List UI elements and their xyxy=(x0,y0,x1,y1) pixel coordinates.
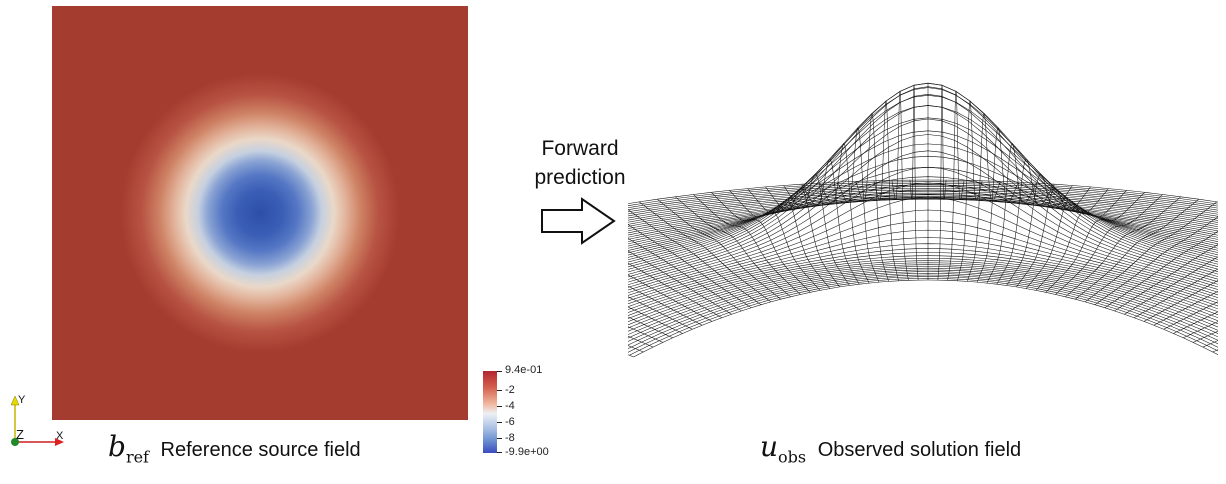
axes-orientation-triad: Y Z X xyxy=(10,394,64,446)
wireframe-line-s xyxy=(909,84,919,281)
wireframe-line-t xyxy=(628,143,1218,254)
axis-label-y: Y xyxy=(18,394,26,406)
solution-wireframe-surface xyxy=(628,82,1218,358)
wireframe-line-t xyxy=(628,83,1218,268)
wireframe-line-t xyxy=(628,167,1218,249)
wireframe-line-t xyxy=(628,184,1218,245)
wireframe-line-t xyxy=(628,191,1218,219)
wireframe-line-t xyxy=(628,269,1218,339)
wireframe-line-t xyxy=(628,189,1218,217)
wireframe-line-t xyxy=(628,243,1218,307)
axis-label-z: Z xyxy=(16,427,24,442)
colorbar-label: -2 xyxy=(505,384,515,396)
colorbar xyxy=(483,371,497,453)
wireframe-line-t xyxy=(628,87,1218,265)
wireframe-line-t xyxy=(628,184,1218,210)
wireframe-line-t xyxy=(628,176,1218,247)
wireframe-line-t xyxy=(628,179,1218,204)
wireframe-line-t xyxy=(628,273,1218,346)
wireframe-line-s xyxy=(628,274,713,322)
caption-reference-source: Reference source field xyxy=(160,439,361,461)
colorbar-tick xyxy=(497,438,502,439)
wireframe-line-t xyxy=(628,266,1218,332)
axis-label-x: X xyxy=(56,430,64,442)
wireframe-line-t xyxy=(628,255,1218,316)
wireframe-line-t xyxy=(628,274,1218,349)
wireframe-line-t xyxy=(628,229,1218,302)
wireframe-line-t xyxy=(628,276,1218,353)
wireframe-line-t xyxy=(628,198,1218,229)
colorbar-tick xyxy=(497,452,502,453)
caption-symbol-u: uobs xyxy=(760,430,807,467)
wireframe-line-t xyxy=(628,82,1218,270)
z-axis-dot xyxy=(11,438,19,446)
wireframe-line-t xyxy=(628,155,1218,251)
wireframe-line-t xyxy=(628,186,1218,213)
wireframe-line-t xyxy=(628,94,1218,275)
wireframe-line-t xyxy=(628,267,1218,335)
wireframe-line-t xyxy=(628,118,1218,280)
wireframe-line-t xyxy=(628,196,1218,238)
wireframe-line-t xyxy=(628,198,1218,232)
colorbar-label: -6 xyxy=(505,416,515,428)
wireframe-line-t xyxy=(628,248,1218,310)
wireframe-line-t xyxy=(628,195,1218,225)
colorbar-label: -4 xyxy=(505,400,515,412)
wireframe-line-t xyxy=(628,150,1218,286)
source-blob xyxy=(52,6,468,420)
wireframe-line-t xyxy=(628,134,1218,283)
wireframe-line-t xyxy=(628,192,1218,221)
colorbar-tick xyxy=(497,390,502,391)
caption-observed-solution: Observed solution field xyxy=(817,439,1022,461)
wireframe-line-t xyxy=(628,105,1218,278)
wireframe-line-t xyxy=(628,220,1218,299)
wireframe-line-t xyxy=(628,194,1218,240)
wireframe-line-t xyxy=(628,209,1218,296)
wireframe-line-t xyxy=(628,252,1218,313)
forward-arrow-icon xyxy=(541,197,616,245)
wireframe-line-t xyxy=(628,95,1218,263)
wireframe-line-t xyxy=(628,262,1218,326)
wireframe-line-t xyxy=(628,264,1218,329)
caption-symbol-b: bref xyxy=(108,430,149,467)
wireframe-line-s xyxy=(628,354,634,358)
wireframe-line-t xyxy=(628,117,1218,258)
arrow-label-line1: Forward xyxy=(541,137,619,160)
wireframe-line-t xyxy=(628,183,1218,209)
wireframe-line-t xyxy=(628,181,1218,206)
wireframe-line-s xyxy=(1124,256,1218,315)
wireframe-line-t xyxy=(628,130,1218,256)
left-caption: bref Reference source field xyxy=(108,430,361,467)
colorbar-tick xyxy=(497,422,502,423)
wireframe-line-t xyxy=(628,105,1218,261)
wireframe-line-t xyxy=(628,86,1218,273)
wireframe-line-s xyxy=(937,84,947,281)
right-caption: uobs Observed solution field xyxy=(760,430,1021,467)
wireframe-line-t xyxy=(628,182,1218,291)
colorbar-label: -8 xyxy=(505,432,515,444)
colorbar-label-min: -9.9e+00 xyxy=(505,446,549,458)
arrow-label-line2: prediction xyxy=(534,166,626,189)
arrow-label: Forward prediction xyxy=(510,134,650,192)
wireframe-line-s xyxy=(628,285,703,326)
wireframe-line-t xyxy=(628,258,1218,319)
colorbar-label-max: 9.4e-01 xyxy=(505,364,543,376)
wireframe-line-t xyxy=(628,197,1218,227)
wireframe-line-t xyxy=(633,279,1218,358)
wireframe-line-t xyxy=(628,271,1218,342)
wireframe-line-t xyxy=(628,237,1218,305)
source-field-heatmap xyxy=(52,6,468,420)
colorbar-tick xyxy=(497,406,502,407)
y-axis-arrow xyxy=(10,395,20,406)
wireframe-line-t xyxy=(628,194,1218,223)
wireframe-line-t xyxy=(628,188,1218,215)
wireframe-line-t xyxy=(628,260,1218,322)
wireframe-line-t xyxy=(629,278,1218,356)
x-axis-arrow xyxy=(55,438,64,446)
colorbar-tick xyxy=(497,371,502,372)
